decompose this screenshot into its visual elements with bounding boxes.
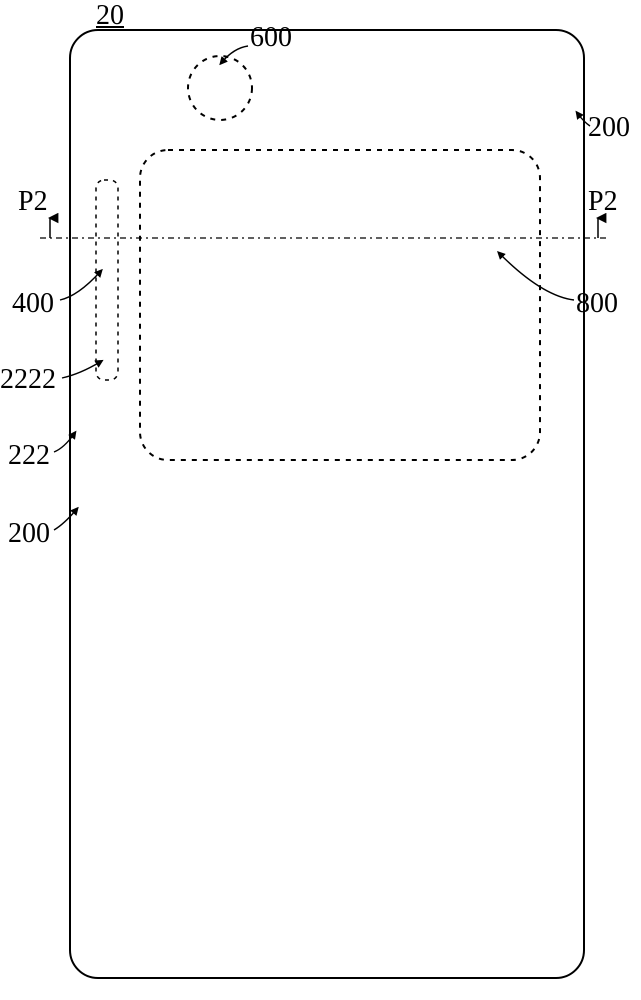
label-p2-left: P2 — [18, 186, 48, 218]
feature-600 — [188, 56, 252, 120]
label-200-top: 200 — [588, 112, 630, 144]
feature-400 — [96, 180, 118, 380]
leader-400 — [60, 272, 100, 300]
panel-800 — [140, 150, 540, 460]
figure-stage: 20 600 200 P2 P2 400 800 2222 222 200 — [0, 0, 641, 1000]
label-2222: 2222 — [0, 364, 56, 396]
diagram-svg — [0, 0, 641, 1000]
device-body — [70, 30, 584, 978]
label-222: 222 — [8, 440, 50, 472]
ref-label: 20 — [96, 0, 124, 32]
leader-200-left — [54, 510, 76, 530]
label-200-left: 200 — [8, 518, 50, 550]
label-600: 600 — [250, 22, 292, 54]
label-800: 800 — [576, 288, 618, 320]
label-400: 400 — [12, 288, 54, 320]
leader-2222 — [62, 362, 100, 378]
leader-800 — [500, 254, 574, 300]
label-p2-right: P2 — [588, 186, 618, 218]
